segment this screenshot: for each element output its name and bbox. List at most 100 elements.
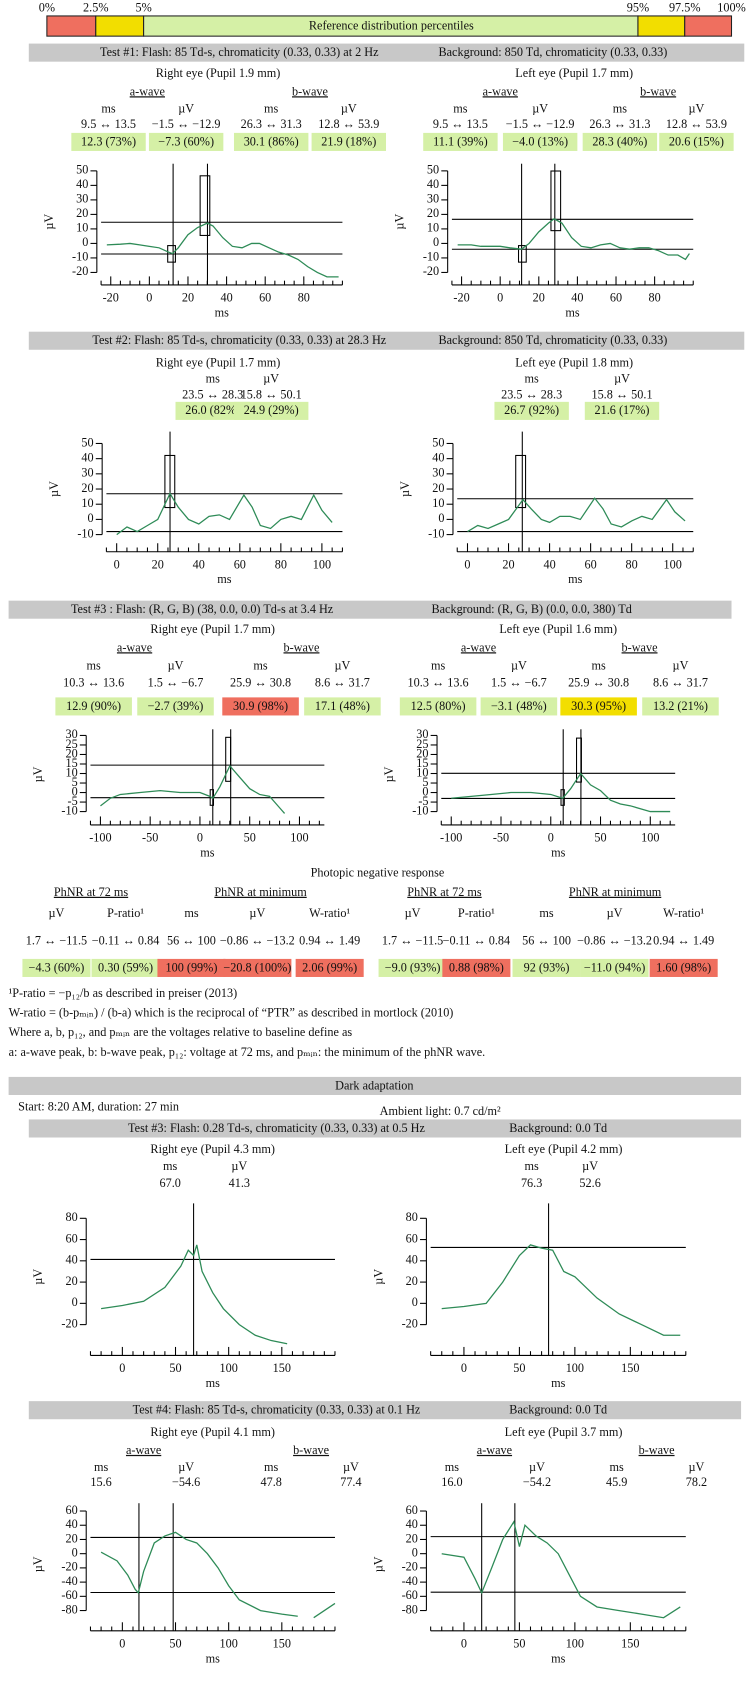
x-tick-label: 0 <box>461 1361 467 1375</box>
range-box <box>199 175 211 236</box>
y-tick-label: 40 <box>81 450 93 464</box>
column-unit: µV <box>688 101 704 115</box>
group-label: a-wave <box>477 1443 512 1457</box>
phnr-title: Photopic negative response <box>311 866 445 880</box>
percentile-label: 2.5% <box>83 0 108 14</box>
reference-range: 26.3 ↔ 31.3 <box>241 117 302 131</box>
x-tick-label: 100 <box>313 557 331 571</box>
column-unit: µV <box>405 906 421 920</box>
eye-title: Left eye (Pupil 3.7 mm) <box>505 1425 623 1439</box>
x-tick-label: -50 <box>493 831 509 845</box>
header-right: Background: 0.0 Td <box>509 1403 607 1417</box>
y-tick-label: 40 <box>406 1253 418 1267</box>
dark-start: Start: 8:20 AM, duration: 27 min <box>18 1100 179 1114</box>
result-value: 2.06 (99%) <box>302 960 357 974</box>
dark-title: Dark adaptation <box>335 1078 413 1092</box>
range-box <box>167 245 176 263</box>
y-tick-label: -10 <box>412 803 428 817</box>
waveform <box>106 222 339 278</box>
footnote: Where a, b, p₁₂, and pₘᵢₙ are the voltag… <box>9 1025 353 1039</box>
y-tick-label: 30 <box>65 727 77 741</box>
result-box <box>304 697 381 716</box>
percentile-segment <box>95 15 145 37</box>
y-axis-label: µV <box>47 481 61 497</box>
y-tick-label: 10 <box>81 496 93 510</box>
column-unit: µV <box>249 906 265 920</box>
x-tick-label: 0 <box>461 1636 467 1650</box>
y-tick-label: 20 <box>406 1531 418 1545</box>
result-box <box>442 958 511 977</box>
waveform <box>100 764 286 814</box>
group-label: b-wave <box>292 84 328 98</box>
y-tick-label: 0 <box>82 235 88 249</box>
y-tick-label: 15 <box>416 756 428 770</box>
y-tick-label: 40 <box>65 1517 77 1531</box>
y-tick-label: 15 <box>65 756 77 770</box>
dark-ambient: Ambient light: 0.7 cd/m² <box>380 1104 501 1118</box>
x-axis-label: ms <box>551 845 566 859</box>
x-axis-label: ms <box>215 305 230 319</box>
y-axis-label: µV <box>31 1269 45 1285</box>
y-tick-label: 20 <box>65 1531 77 1545</box>
waveform <box>101 1244 288 1345</box>
percentile-segment <box>637 15 686 37</box>
x-tick-label: 100 <box>220 1361 238 1375</box>
y-tick-label: 20 <box>427 206 439 220</box>
result-value: 12.9 (90%) <box>66 699 121 713</box>
column-unit: W-ratio¹ <box>309 906 350 920</box>
measured-value: 78.2 <box>686 1475 707 1489</box>
result-value: −3.1 (48%) <box>491 699 547 713</box>
section-header <box>8 1076 742 1095</box>
reference-range: −0.86 ↔ −13.2 <box>577 934 652 948</box>
waveform <box>441 1244 681 1336</box>
result-box <box>502 132 578 151</box>
y-tick-label: 5 <box>72 775 78 789</box>
reference-range: −1.5 ↔ −12.9 <box>506 117 575 131</box>
y-tick-label: -20 <box>423 264 439 278</box>
x-tick-label: 150 <box>273 1361 291 1375</box>
column-unit: P-ratio¹ <box>458 906 495 920</box>
result-value: 21.9 (18%) <box>321 134 376 148</box>
y-tick-label: 80 <box>65 1210 77 1224</box>
column-unit: ms <box>163 1159 178 1173</box>
result-box <box>494 401 569 420</box>
column-unit: µV <box>343 1460 359 1474</box>
percentile-segment <box>46 15 97 37</box>
reference-range: −0.86 ↔ −13.2 <box>220 934 295 948</box>
column-unit: µV <box>178 1460 194 1474</box>
group-label: a-wave <box>117 640 152 654</box>
column-unit: µV <box>614 371 630 385</box>
result-value: 13.2 (21%) <box>653 699 708 713</box>
reference-range: 9.5 ↔ 13.5 <box>81 117 136 131</box>
header-left: Test #4: Flash: 85 Td-s, chromaticity (0… <box>133 1403 421 1417</box>
y-axis-label: µV <box>42 214 56 230</box>
column-unit: ms <box>539 906 554 920</box>
measured-value: 52.6 <box>579 1176 600 1190</box>
result-box <box>642 697 719 716</box>
measured-value: 67.0 <box>160 1176 181 1190</box>
eye-title: Left eye (Pupil 1.8 mm) <box>515 355 633 369</box>
x-tick-label: 80 <box>275 557 287 571</box>
result-value: −9.0 (93%) <box>385 960 441 974</box>
waveform <box>100 1531 336 1619</box>
result-box <box>560 697 637 716</box>
y-tick-label: 30 <box>81 466 93 480</box>
column-unit: ms <box>525 371 540 385</box>
y-tick-label: -10 <box>61 803 77 817</box>
y-tick-label: -40 <box>402 1574 418 1588</box>
y-tick-label: -5 <box>418 794 428 808</box>
result-value: 100 (99%) <box>165 960 217 974</box>
percentile-title: Reference distribution percentiles <box>309 18 474 32</box>
column-unit: ms <box>610 1460 625 1474</box>
column-unit: ms <box>101 101 116 115</box>
y-tick-label: -20 <box>61 1560 77 1574</box>
y-tick-label: 10 <box>432 496 444 510</box>
x-tick-label: 20 <box>502 557 514 571</box>
reference-range: 1.7 ↔ −11.5 <box>26 934 87 948</box>
x-tick-label: 20 <box>182 291 194 305</box>
column-unit: ms <box>264 101 279 115</box>
x-tick-label: -100 <box>440 831 462 845</box>
result-value: 92 (93%) <box>524 960 570 974</box>
y-tick-label: -5 <box>68 794 78 808</box>
